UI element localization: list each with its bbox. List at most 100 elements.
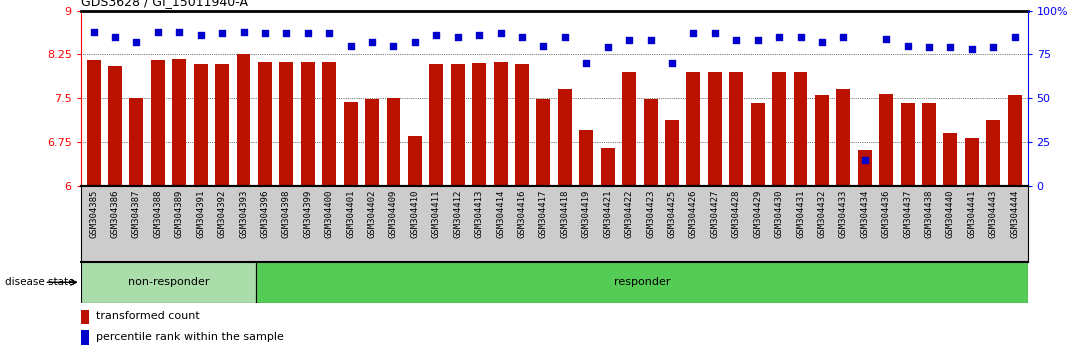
Text: GSM304414: GSM304414 [496, 190, 505, 238]
Bar [987, 120, 1001, 186]
Bar [665, 120, 679, 186]
Bar [343, 102, 357, 186]
Text: GSM304398: GSM304398 [282, 190, 291, 238]
Bar [194, 64, 208, 186]
Text: GDS3628 / GI_15011940-A: GDS3628 / GI_15011940-A [81, 0, 247, 8]
Text: responder: responder [613, 277, 670, 287]
Bar [429, 64, 443, 186]
Text: GSM304426: GSM304426 [689, 190, 698, 238]
Point [856, 157, 874, 162]
Text: GSM304411: GSM304411 [431, 190, 441, 238]
Text: GSM304400: GSM304400 [325, 190, 334, 238]
Text: GSM304438: GSM304438 [924, 190, 934, 238]
Point [749, 38, 766, 43]
Bar [172, 58, 186, 186]
Bar [237, 55, 251, 186]
Text: GSM304391: GSM304391 [196, 190, 206, 238]
Point [278, 30, 295, 36]
Bar [258, 62, 272, 186]
Point [727, 38, 745, 43]
Bar [151, 60, 165, 186]
Bar [301, 62, 315, 186]
Bar [1008, 95, 1022, 186]
Text: GSM304441: GSM304441 [967, 190, 976, 238]
Point [556, 34, 574, 40]
Point [963, 46, 980, 52]
Text: GSM304401: GSM304401 [346, 190, 355, 238]
Bar [773, 72, 787, 186]
Text: GSM304432: GSM304432 [818, 190, 826, 238]
Text: GSM304431: GSM304431 [796, 190, 805, 238]
Text: GSM304385: GSM304385 [89, 190, 98, 238]
Bar [730, 72, 744, 186]
Bar [280, 62, 294, 186]
Point [385, 43, 402, 48]
FancyBboxPatch shape [81, 262, 256, 303]
Point [407, 39, 424, 45]
Text: GSM304428: GSM304428 [732, 190, 740, 238]
Point [621, 38, 638, 43]
Text: GSM304418: GSM304418 [561, 190, 569, 238]
Point [535, 43, 552, 48]
Point [878, 36, 895, 41]
Point [321, 30, 338, 36]
Point [942, 45, 959, 50]
Point [364, 39, 381, 45]
Point [171, 29, 188, 34]
Text: GSM304433: GSM304433 [839, 190, 848, 238]
Point [192, 32, 209, 38]
Point [985, 45, 1002, 50]
Bar [643, 99, 657, 186]
Bar [81, 330, 89, 345]
Text: GSM304434: GSM304434 [861, 190, 869, 238]
Text: GSM304427: GSM304427 [710, 190, 720, 238]
Point [1006, 34, 1023, 40]
Text: GSM304437: GSM304437 [903, 190, 912, 238]
Bar [708, 72, 722, 186]
Text: GSM304387: GSM304387 [132, 190, 141, 238]
Point [107, 34, 124, 40]
Text: GSM304429: GSM304429 [753, 190, 762, 238]
Text: GSM304425: GSM304425 [667, 190, 677, 238]
Text: GSM304413: GSM304413 [475, 190, 483, 238]
Bar [215, 64, 229, 186]
Bar [944, 133, 958, 186]
Bar [108, 66, 122, 186]
Text: GSM304440: GSM304440 [946, 190, 955, 238]
Bar [579, 130, 593, 186]
Point [128, 39, 145, 45]
Bar [515, 64, 529, 186]
Text: percentile rank within the sample: percentile rank within the sample [96, 332, 283, 342]
Bar [922, 103, 936, 186]
Point [449, 34, 466, 40]
Text: GSM304386: GSM304386 [111, 190, 119, 238]
Bar [81, 310, 89, 324]
Point [920, 45, 937, 50]
Bar [836, 90, 850, 186]
Text: GSM304412: GSM304412 [453, 190, 463, 238]
Point [599, 45, 617, 50]
Point [256, 30, 273, 36]
Text: GSM304421: GSM304421 [604, 190, 612, 238]
Text: GSM304402: GSM304402 [368, 190, 377, 238]
Point [342, 43, 359, 48]
Point [684, 30, 702, 36]
Text: GSM304419: GSM304419 [582, 190, 591, 238]
Bar [322, 62, 336, 186]
Text: GSM304409: GSM304409 [388, 190, 398, 238]
Point [835, 34, 852, 40]
Text: GSM304423: GSM304423 [646, 190, 655, 238]
Point [900, 43, 917, 48]
Text: disease state: disease state [5, 277, 75, 287]
Point [299, 30, 316, 36]
Bar [600, 148, 614, 186]
Bar [965, 138, 979, 186]
Point [235, 29, 252, 34]
Text: GSM304396: GSM304396 [260, 190, 269, 238]
Bar [901, 103, 915, 186]
Text: non-responder: non-responder [128, 277, 210, 287]
Text: GSM304443: GSM304443 [989, 190, 997, 238]
Bar [86, 60, 100, 186]
Point [427, 32, 444, 38]
Point [492, 30, 509, 36]
